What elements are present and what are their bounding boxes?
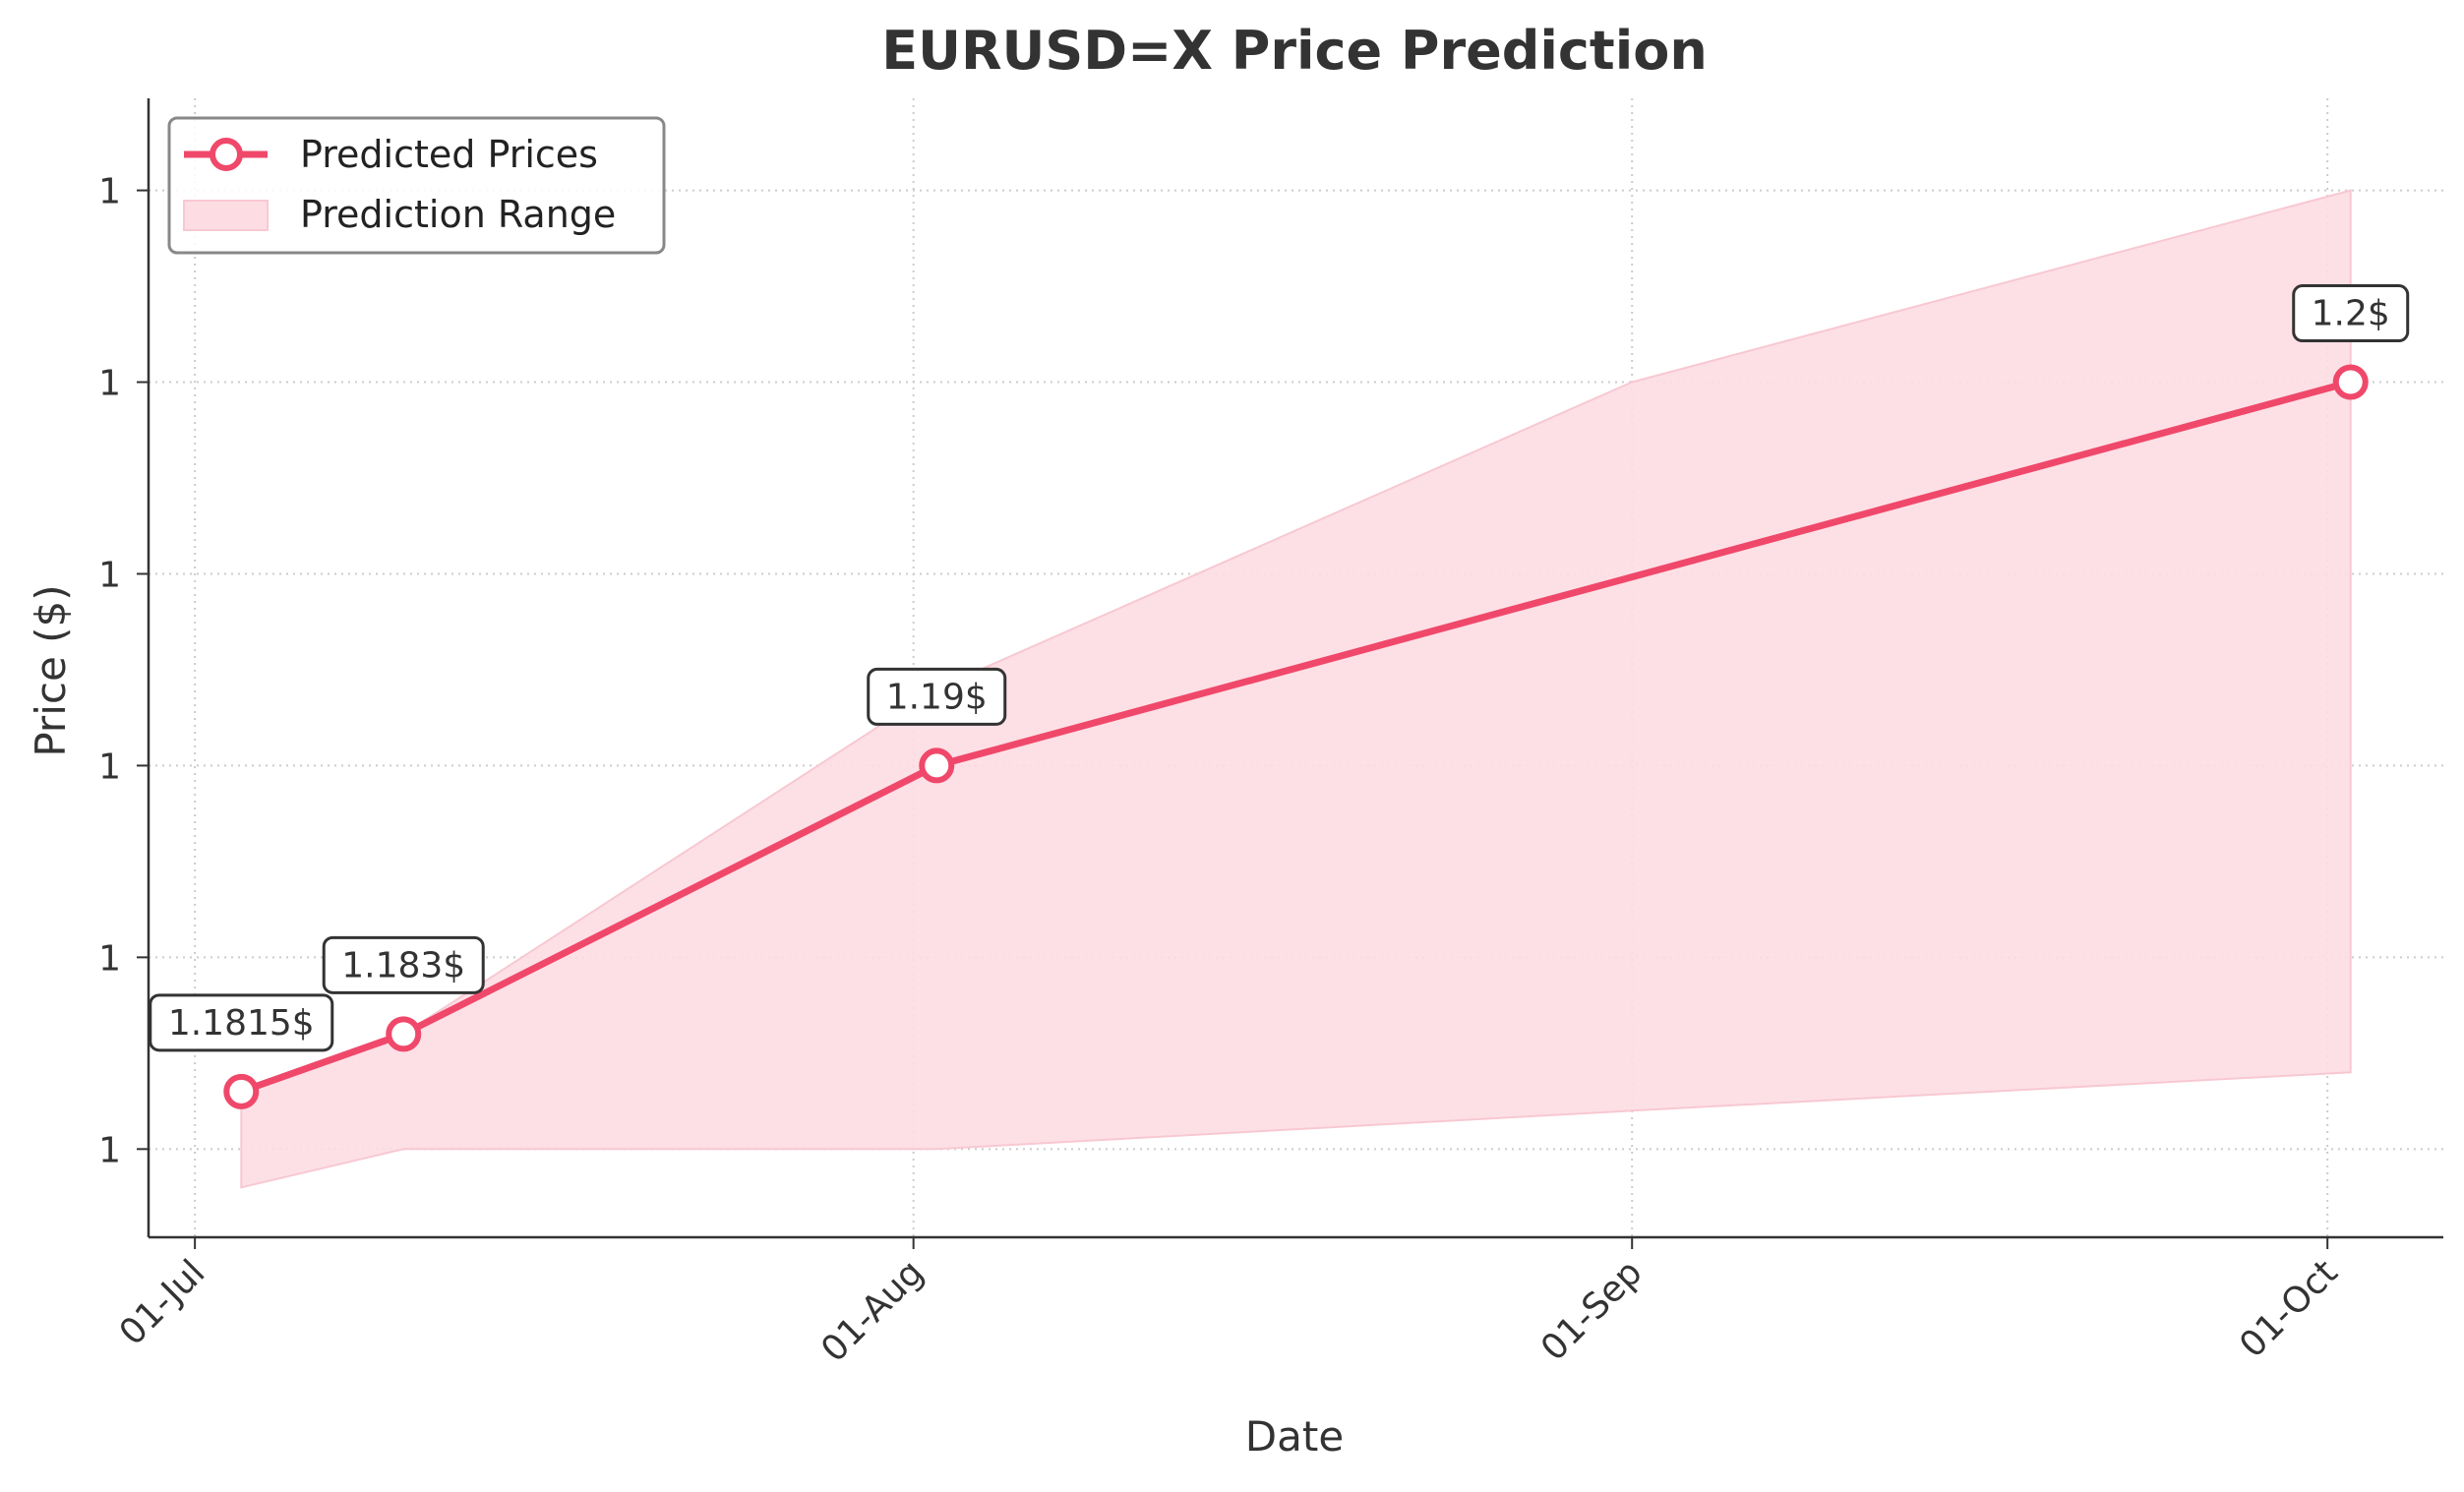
predicted-price-point — [223, 1073, 260, 1109]
legend-label: Predicted Prices — [300, 133, 598, 176]
price-data-label: 1.19$ — [886, 677, 988, 717]
y-axis-label: Price ($) — [27, 584, 75, 756]
predicted-price-point — [386, 1016, 422, 1052]
legend-frame — [167, 116, 666, 255]
y-tick-label: 1 — [98, 172, 121, 212]
x-axis-label: Date — [1245, 1412, 1344, 1461]
price-label-box — [2292, 284, 2410, 343]
price-label-box — [149, 993, 334, 1052]
legend: Predicted Prices Prediction Range — [167, 116, 666, 255]
legend-patch-swatch — [183, 200, 269, 231]
price-data-label: 1.2$ — [2312, 294, 2390, 334]
y-tick-label: 1 — [98, 364, 121, 404]
y-tick-label: 1 — [98, 1130, 121, 1170]
legend-marker-swatch — [210, 138, 243, 171]
price-label-box — [322, 935, 485, 994]
price-label-box — [867, 667, 1007, 726]
legend-label: Prediction Range — [300, 193, 616, 236]
chart-title: EURUSD=X Price Prediction — [881, 20, 1708, 82]
predicted-price-point — [919, 747, 955, 784]
y-tick-label: 1 — [98, 746, 121, 787]
predicted-price-point — [2332, 364, 2369, 400]
price-data-label: 1.1815$ — [168, 1003, 315, 1044]
y-tick-label: 1 — [98, 555, 121, 595]
y-tick-label: 1 — [98, 938, 121, 979]
prediction-range-band — [240, 189, 2352, 1189]
predicted-prices-line — [240, 379, 2352, 1096]
price-data-label: 1.183$ — [341, 945, 465, 985]
